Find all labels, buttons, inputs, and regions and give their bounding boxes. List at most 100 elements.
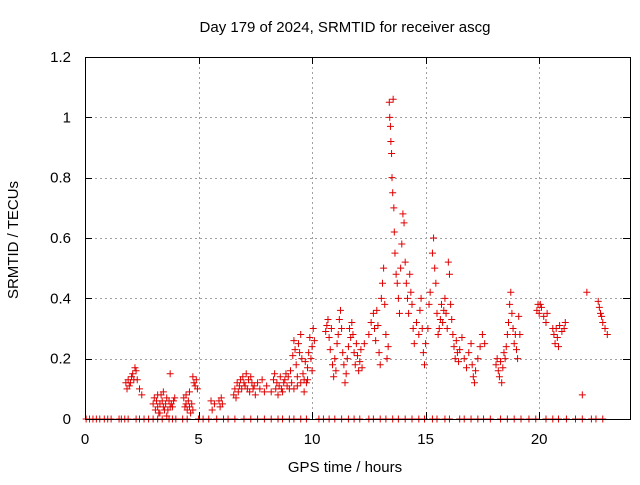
data-point <box>158 397 166 405</box>
data-point <box>410 340 418 348</box>
data-point <box>447 300 455 308</box>
data-point <box>422 340 430 348</box>
data-point <box>234 388 242 396</box>
data-point <box>499 364 507 372</box>
data-point <box>294 340 302 348</box>
data-point <box>386 122 394 130</box>
data-point <box>293 373 301 381</box>
data-point <box>258 376 266 384</box>
data-point <box>166 403 174 411</box>
data-point <box>417 294 425 302</box>
data-point <box>535 309 543 317</box>
data-point <box>409 325 417 332</box>
y-tick-label: 0.2 <box>50 351 71 368</box>
data-point <box>138 391 146 399</box>
data-point <box>126 379 134 387</box>
data-point <box>136 385 143 393</box>
data-point <box>189 373 197 381</box>
data-point <box>365 331 373 339</box>
data-point <box>343 355 351 363</box>
data-point <box>166 370 174 378</box>
data-point <box>287 367 295 375</box>
data-point <box>182 391 190 399</box>
data-point <box>325 334 333 342</box>
data-point <box>170 397 178 405</box>
data-point <box>560 325 568 332</box>
data-point <box>269 376 277 384</box>
data-point <box>551 340 559 348</box>
data-point <box>279 388 287 396</box>
data-point <box>390 228 398 236</box>
data-point <box>340 361 348 369</box>
data-point <box>277 385 285 393</box>
data-point <box>470 379 478 387</box>
data-point <box>242 370 250 378</box>
data-point <box>467 340 475 348</box>
data-point <box>515 312 523 320</box>
data-point <box>388 150 396 158</box>
data-point <box>333 340 341 348</box>
data-point <box>402 279 410 287</box>
data-point <box>288 379 296 387</box>
data-point <box>431 264 439 272</box>
data-point <box>360 340 368 348</box>
data-point <box>185 388 193 396</box>
data-point <box>443 325 451 332</box>
data-point <box>393 279 401 287</box>
data-point <box>377 294 385 302</box>
data-point <box>497 358 505 366</box>
data-point <box>305 349 313 357</box>
data-point <box>452 337 460 345</box>
data-point <box>407 288 415 296</box>
data-point <box>249 385 257 393</box>
data-point <box>280 379 288 387</box>
data-point <box>543 309 551 317</box>
data-point <box>298 355 306 363</box>
data-point <box>400 219 408 227</box>
data-point <box>208 406 216 414</box>
data-point <box>231 385 239 393</box>
data-point <box>133 376 141 384</box>
data-point <box>250 382 258 390</box>
data-point <box>389 95 397 103</box>
data-point <box>308 367 316 375</box>
x-tick-label: 15 <box>417 431 434 448</box>
data-point <box>509 325 517 332</box>
data-point <box>367 318 375 326</box>
data-point <box>595 303 603 311</box>
data-point <box>383 355 391 363</box>
data-point <box>334 331 342 339</box>
x-tick-label: 5 <box>194 431 202 448</box>
data-point <box>380 264 388 272</box>
data-point <box>603 331 611 339</box>
data-point <box>358 364 366 372</box>
data-point <box>254 379 262 387</box>
data-point <box>390 204 398 212</box>
data-point <box>552 325 560 332</box>
data-point <box>601 325 609 332</box>
data-point <box>274 391 282 399</box>
data-point <box>598 312 606 320</box>
data-point <box>398 240 406 248</box>
data-point <box>492 361 500 369</box>
data-point <box>306 334 314 342</box>
data-point <box>341 379 349 387</box>
data-point <box>290 385 298 393</box>
data-point <box>349 331 357 339</box>
data-point <box>336 306 344 314</box>
data-point <box>301 358 309 366</box>
data-point <box>445 270 453 278</box>
data-point <box>369 309 377 317</box>
data-point <box>373 306 381 314</box>
data-point <box>434 331 442 339</box>
data-point <box>309 325 317 332</box>
data-point <box>263 382 271 390</box>
data-point <box>260 388 268 396</box>
data-point <box>376 361 384 369</box>
data-point <box>403 294 411 302</box>
data-point <box>335 315 343 323</box>
x-tick-label: 0 <box>81 431 89 448</box>
data-point <box>304 376 312 384</box>
